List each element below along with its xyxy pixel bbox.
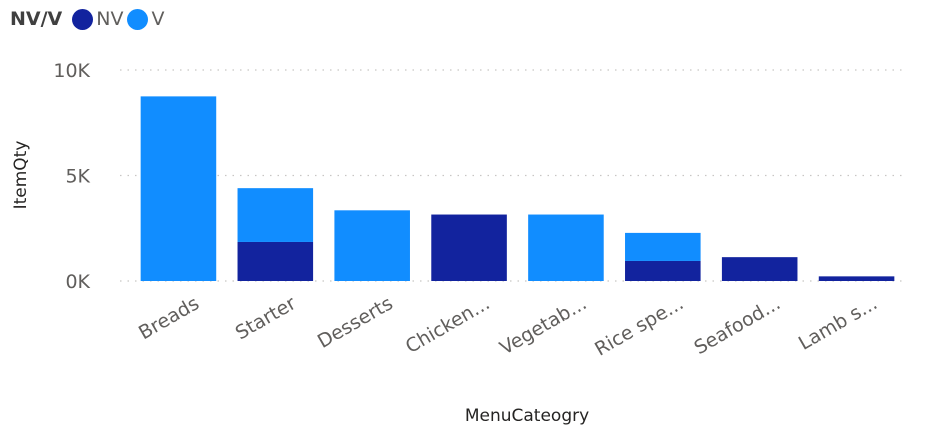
bars — [140, 96, 895, 281]
bar-v-5[interactable] — [625, 232, 701, 261]
x-category-label: Rice spe... — [591, 292, 687, 360]
y-tick-label: 10K — [53, 60, 90, 82]
legend-dot-v — [127, 8, 149, 30]
bar-v-1[interactable] — [237, 188, 314, 242]
x-category-label: Seafood... — [690, 292, 784, 359]
x-category-label: Chicken... — [402, 292, 494, 358]
legend-item-v[interactable]: V — [127, 8, 164, 30]
bar-v-0[interactable] — [140, 96, 217, 281]
x-category-label: Vegetab... — [496, 292, 590, 359]
bar-v-2[interactable] — [334, 210, 410, 281]
x-axis-categories: Breads Starter Desserts Chicken... Vegetab..… — [135, 292, 881, 360]
bar-nv-1[interactable] — [237, 241, 314, 281]
bar-nv-6[interactable] — [721, 257, 798, 281]
legend-item-nv[interactable]: NV — [72, 8, 123, 30]
legend: NV/V NV V — [10, 6, 168, 32]
bar-nv-7[interactable] — [818, 276, 895, 281]
x-category-label: Breads — [135, 292, 203, 344]
x-category-label: Lamb s... — [795, 292, 881, 354]
legend-title: NV/V — [10, 8, 63, 30]
x-axis-title: MenuCateogry — [465, 406, 589, 426]
x-category-label: Desserts — [314, 292, 397, 353]
y-tick-label: 5K — [65, 166, 90, 188]
legend-label-nv: NV — [96, 8, 124, 30]
y-axis-ticks: 0K 5K 10K — [53, 60, 90, 293]
bar-nv-5[interactable] — [625, 260, 701, 281]
y-tick-label: 0K — [65, 271, 90, 293]
y-axis-title: ItemQty — [11, 141, 31, 210]
bar-nv-3[interactable] — [431, 214, 507, 281]
legend-dot-nv — [72, 8, 94, 30]
legend-label-v: V — [151, 8, 165, 30]
bar-v-4[interactable] — [528, 214, 604, 281]
x-category-label: Starter — [232, 292, 300, 344]
